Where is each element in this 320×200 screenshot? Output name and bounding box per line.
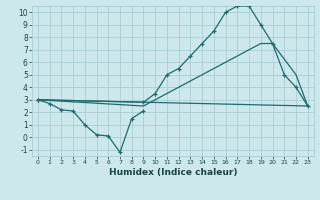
X-axis label: Humidex (Indice chaleur): Humidex (Indice chaleur) <box>108 168 237 177</box>
